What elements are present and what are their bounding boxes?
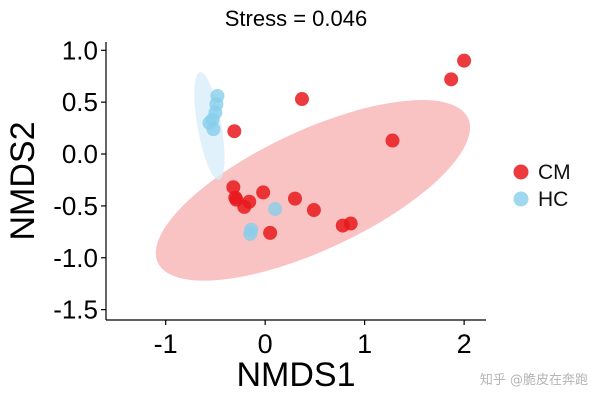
points-layer [202,53,472,241]
x-tick-label: -1 [154,329,178,359]
x-tick-label: 2 [457,329,472,359]
y-tick-label: 1.0 [62,35,98,65]
y-tick-label: -0.5 [53,191,98,221]
data-point-cm [306,203,321,218]
x-tick-label: 0 [258,329,273,359]
data-point-cm [288,191,303,206]
data-point-cm [226,180,241,195]
data-point-cm [335,218,350,233]
data-point-cm [457,53,472,68]
data-point-cm [227,124,242,139]
data-point-cm [385,133,400,148]
legend-label-cm: CM [538,161,571,184]
data-point-cm [263,225,278,240]
ellipse-layer [155,72,471,281]
chart-title: Stress = 0.046 [225,6,367,31]
data-point-cm [444,72,459,87]
x-axis-label: NMDS1 [236,356,355,394]
legend-key-cm [513,164,529,180]
legend-label-hc: HC [538,188,568,211]
y-tick-label: 0.0 [62,139,98,169]
data-point-cm [294,92,309,107]
y-axis-label: NMDS2 [4,121,42,240]
data-point-hc [206,122,221,137]
confidence-ellipse-cm [155,100,471,281]
legend-key-hc [513,191,529,207]
legend: CM HC [513,161,571,211]
data-point-hc [268,202,283,217]
x-tick-label: 1 [357,329,372,359]
data-point-hc [243,226,258,241]
data-point-cm [229,192,244,207]
data-point-cm [256,185,271,200]
y-tick-label: -1.5 [53,295,98,325]
y-ticks: 1.0 0.5 0.0 -0.5 -1.0 -1.5 [53,35,106,325]
x-ticks: -1 0 1 2 [154,320,472,359]
y-tick-label: 0.5 [62,87,98,117]
y-tick-label: -1.0 [53,243,98,273]
watermark: 知乎 @脆皮在奔跑 [479,373,588,388]
